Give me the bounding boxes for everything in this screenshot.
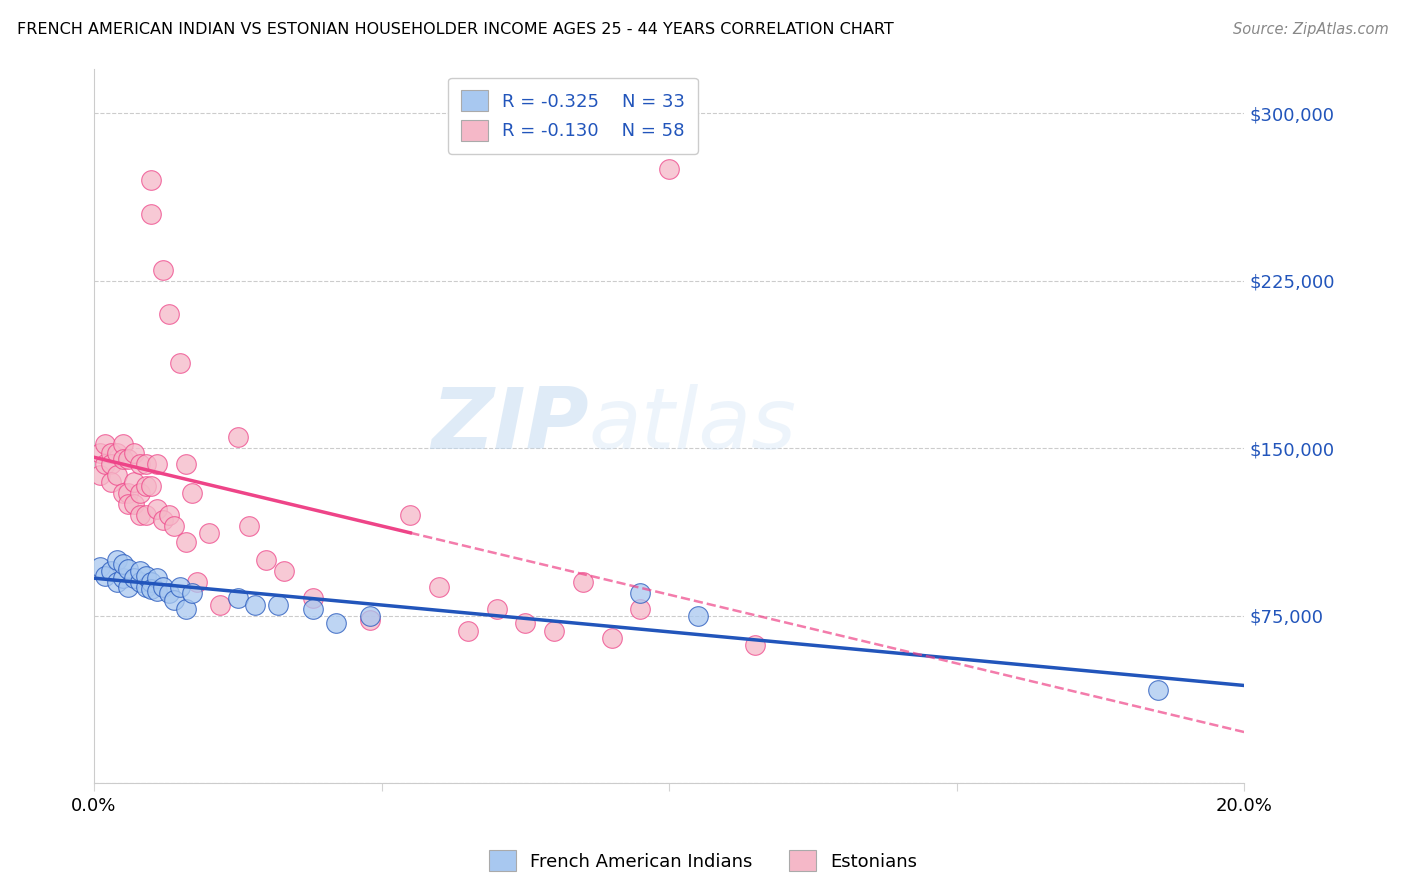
Point xyxy=(427,580,450,594)
Point xyxy=(111,437,134,451)
Point xyxy=(243,598,266,612)
Point xyxy=(600,631,623,645)
Point xyxy=(111,558,134,572)
Point xyxy=(1147,682,1170,697)
Point xyxy=(105,446,128,460)
Point xyxy=(628,602,651,616)
Point xyxy=(209,598,232,612)
Point xyxy=(141,575,163,590)
Point xyxy=(169,356,191,370)
Point xyxy=(174,457,197,471)
Point xyxy=(117,497,139,511)
Point xyxy=(105,575,128,590)
Point xyxy=(157,586,180,600)
Point xyxy=(157,508,180,523)
Point xyxy=(301,591,323,605)
Point xyxy=(238,519,260,533)
Point xyxy=(169,580,191,594)
Point xyxy=(105,553,128,567)
Text: atlas: atlas xyxy=(589,384,797,467)
Legend: French American Indians, Estonians: French American Indians, Estonians xyxy=(481,843,925,879)
Point xyxy=(141,582,163,596)
Point xyxy=(174,602,197,616)
Point xyxy=(89,446,111,460)
Point xyxy=(572,575,595,590)
Point xyxy=(135,457,157,471)
Point xyxy=(122,475,145,489)
Point xyxy=(141,479,163,493)
Point xyxy=(135,568,157,582)
Point xyxy=(515,615,537,630)
Point xyxy=(94,437,117,451)
Point xyxy=(686,608,709,623)
Point xyxy=(122,497,145,511)
Point xyxy=(122,571,145,585)
Point xyxy=(146,584,169,599)
Point xyxy=(129,457,152,471)
Point xyxy=(117,580,139,594)
Point xyxy=(744,638,766,652)
Point xyxy=(105,468,128,483)
Point xyxy=(325,615,347,630)
Point xyxy=(141,207,163,221)
Point xyxy=(152,262,174,277)
Point xyxy=(100,564,122,578)
Point xyxy=(100,457,122,471)
Point xyxy=(658,162,681,177)
Point xyxy=(100,446,122,460)
Point xyxy=(129,508,152,523)
Point xyxy=(163,519,186,533)
Point xyxy=(111,486,134,500)
Point xyxy=(226,591,249,605)
Point xyxy=(94,568,117,582)
Point xyxy=(111,571,134,585)
Point xyxy=(180,486,202,500)
Point xyxy=(89,559,111,574)
Point xyxy=(226,430,249,444)
Point xyxy=(141,173,163,187)
Point xyxy=(180,586,202,600)
Point xyxy=(359,608,381,623)
Point xyxy=(129,575,152,590)
Point xyxy=(135,580,157,594)
Text: Source: ZipAtlas.com: Source: ZipAtlas.com xyxy=(1233,22,1389,37)
Point xyxy=(129,486,152,500)
Point xyxy=(457,624,479,639)
Point xyxy=(399,508,422,523)
Point xyxy=(94,457,117,471)
Text: ZIP: ZIP xyxy=(432,384,589,467)
Point xyxy=(111,452,134,467)
Point xyxy=(198,526,221,541)
Point xyxy=(273,564,295,578)
Point xyxy=(122,446,145,460)
Point xyxy=(359,613,381,627)
Point xyxy=(485,602,508,616)
Point xyxy=(117,562,139,576)
Point xyxy=(152,580,174,594)
Point xyxy=(135,508,157,523)
Point xyxy=(146,501,169,516)
Point xyxy=(157,307,180,321)
Point xyxy=(146,457,169,471)
Point xyxy=(163,593,186,607)
Point xyxy=(117,452,139,467)
Point xyxy=(267,598,290,612)
Point xyxy=(100,475,122,489)
Point xyxy=(135,479,157,493)
Legend: R = -0.325    N = 33, R = -0.130    N = 58: R = -0.325 N = 33, R = -0.130 N = 58 xyxy=(449,78,697,153)
Text: FRENCH AMERICAN INDIAN VS ESTONIAN HOUSEHOLDER INCOME AGES 25 - 44 YEARS CORRELA: FRENCH AMERICAN INDIAN VS ESTONIAN HOUSE… xyxy=(17,22,894,37)
Point xyxy=(256,553,278,567)
Point xyxy=(301,602,323,616)
Point xyxy=(543,624,565,639)
Point xyxy=(89,468,111,483)
Point xyxy=(174,535,197,549)
Point xyxy=(129,564,152,578)
Point xyxy=(628,586,651,600)
Point xyxy=(117,486,139,500)
Point xyxy=(186,575,208,590)
Point xyxy=(146,571,169,585)
Point xyxy=(152,513,174,527)
